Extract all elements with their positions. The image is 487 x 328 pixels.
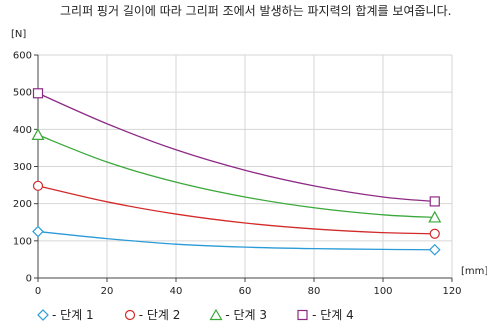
x-tick-label: 100	[373, 286, 392, 297]
chart-legend: - 단계 1 - 단계 2 - 단계 3 - 단계 4	[36, 306, 383, 323]
x-tick-label: 120	[442, 286, 461, 297]
circle-icon	[123, 309, 137, 321]
line-chart: 0 100 200 300 400 500 600 0 20 40 60 80 100 120	[0, 0, 487, 300]
legend-label: - 단계 3	[225, 306, 267, 323]
series-line-2	[38, 186, 435, 234]
x-tick-label: 20	[101, 286, 114, 297]
y-tick-label: 300	[13, 162, 32, 173]
series-3-marker-start	[33, 129, 44, 139]
series-2-marker-start	[34, 181, 43, 190]
series-1-marker-start	[33, 227, 43, 237]
y-tick-label: 600	[13, 51, 32, 62]
y-tick-label: 500	[13, 88, 32, 99]
legend-label: - 단계 1	[52, 306, 94, 323]
series-line-4	[38, 93, 435, 201]
legend-item-stage-4: - 단계 4	[296, 306, 354, 323]
x-tick-label: 0	[35, 286, 41, 297]
legend-item-stage-1: - 단계 1	[36, 306, 94, 323]
x-tick-label: 60	[239, 286, 252, 297]
series-line-3	[38, 135, 435, 218]
legend-item-stage-3: - 단계 3	[209, 306, 267, 323]
triangle-icon	[209, 309, 223, 321]
square-icon	[296, 309, 310, 321]
y-tick-label: 400	[13, 125, 32, 136]
x-tick-label: 40	[170, 286, 183, 297]
y-tick-label: 0	[26, 274, 32, 285]
series-4-marker-end	[430, 197, 439, 206]
legend-item-stage-2: - 단계 2	[123, 306, 181, 323]
series-2-marker-end	[430, 229, 439, 238]
legend-label: - 단계 2	[139, 306, 181, 323]
x-tick-label: 80	[308, 286, 321, 297]
y-tick-label: 100	[13, 236, 32, 247]
y-tick-label: 200	[13, 199, 32, 210]
series-1-marker-end	[430, 245, 440, 255]
diamond-icon	[36, 309, 50, 321]
series-4-marker-start	[34, 89, 43, 98]
legend-label: - 단계 4	[312, 306, 354, 323]
